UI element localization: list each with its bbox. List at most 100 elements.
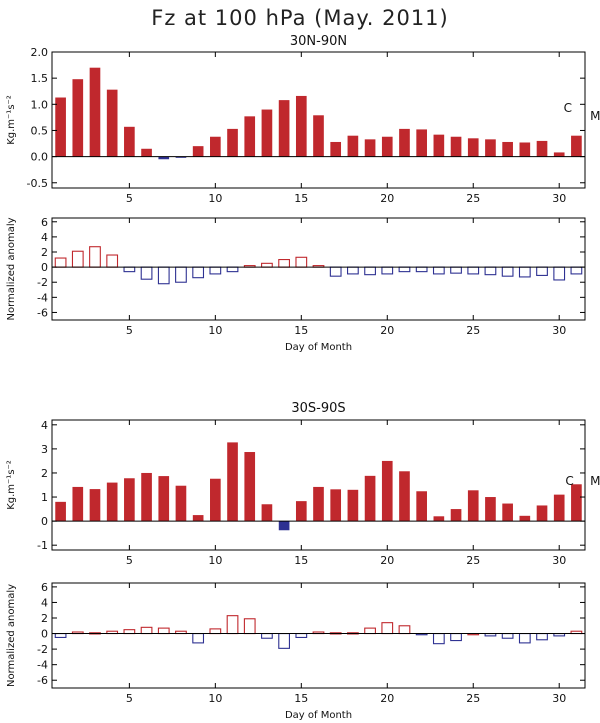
sh-flux-bar bbox=[502, 503, 513, 522]
nh-anomaly-bar bbox=[140, 266, 153, 280]
sh-flux-xtick-label: 10 bbox=[208, 554, 222, 567]
nh-flux-xtick-label: 20 bbox=[380, 192, 394, 205]
nh-flux-bar bbox=[330, 141, 342, 157]
nh-flux-annotation: C bbox=[564, 101, 572, 115]
sh-anomaly-ytick-label: -2 bbox=[37, 643, 48, 656]
sh-flux-bar bbox=[364, 475, 376, 522]
sh-flux-bar bbox=[313, 486, 324, 522]
sh-flux-bar bbox=[467, 490, 479, 522]
nh-flux-bar bbox=[295, 95, 307, 157]
nh-anomaly-bar bbox=[329, 266, 342, 277]
sh-flux-xtick-label: 5 bbox=[126, 554, 133, 567]
nh-flux-bar bbox=[141, 148, 152, 157]
sh-flux-bar bbox=[106, 482, 118, 522]
sh-anomaly-bar bbox=[432, 633, 445, 645]
nh-flux-bar bbox=[553, 152, 565, 157]
sh-flux-bar bbox=[158, 476, 170, 522]
sh-flux-xtick-label: 20 bbox=[380, 554, 394, 567]
sh-anomaly-bar bbox=[140, 626, 153, 635]
nh-anomaly-bar bbox=[54, 257, 67, 268]
nh-flux-bar bbox=[124, 126, 135, 157]
nh-flux-bar bbox=[158, 156, 170, 160]
nh-anomaly-bar bbox=[71, 250, 84, 268]
sh-anomaly-ylabel: Normalized anomaly bbox=[6, 584, 17, 687]
nh-flux-bar bbox=[502, 141, 513, 157]
sh-anomaly-ytick-label: -4 bbox=[37, 659, 48, 672]
nh-flux-bar bbox=[192, 146, 204, 157]
nh-anomaly-xtick-label: 10 bbox=[208, 324, 222, 337]
sh-flux-bar bbox=[227, 442, 238, 522]
nh-anomaly-ytick-label: 0 bbox=[41, 261, 48, 274]
nh-flux-bar bbox=[364, 139, 376, 157]
nh-anomaly-bar bbox=[484, 266, 497, 276]
sh-anomaly-bar bbox=[261, 633, 273, 639]
sh-anomaly-xtick-label: 25 bbox=[466, 692, 480, 705]
sh-flux-ytick-label: -1 bbox=[37, 539, 48, 552]
sh-flux-annotation: C bbox=[565, 474, 573, 488]
nh-anomaly-bar bbox=[106, 254, 119, 268]
sh-flux-xtick-label: 30 bbox=[552, 554, 566, 567]
sh-anomaly-xtick-label: 30 bbox=[552, 692, 566, 705]
nh-flux-ytick-label: 2.0 bbox=[31, 46, 49, 59]
sh-flux-bar bbox=[124, 478, 135, 522]
nh-flux-ytick-label: 0.0 bbox=[31, 151, 49, 164]
sh-flux-annotation: M bbox=[590, 474, 600, 488]
sh-flux-bar bbox=[175, 485, 187, 522]
sh-anomaly-bar bbox=[398, 625, 411, 635]
nh-anomaly-bar bbox=[450, 266, 462, 274]
nh-flux-bar bbox=[399, 128, 410, 157]
nh-flux-bar bbox=[175, 156, 187, 158]
nh-anomaly-ytick-label: -4 bbox=[37, 291, 48, 304]
nh-flux-ytick-label: 0.5 bbox=[31, 124, 49, 137]
nh-flux-frame bbox=[51, 51, 586, 189]
sh-flux-frame bbox=[51, 419, 586, 551]
nh-flux-bar bbox=[72, 79, 84, 157]
nh-flux-bar bbox=[106, 89, 118, 157]
nh-flux-ytick-label: 1.0 bbox=[31, 98, 49, 111]
nh-flux-bar bbox=[278, 100, 290, 157]
sh-flux-bar bbox=[244, 452, 256, 522]
sh-anomaly-bar bbox=[536, 633, 548, 641]
nh-anomaly-ytick-label: -2 bbox=[37, 276, 48, 289]
nh-anomaly-xtick-label: 15 bbox=[294, 324, 308, 337]
nh-flux-bar bbox=[210, 136, 221, 157]
nh-anomaly-xlabel: Day of Month bbox=[285, 342, 352, 353]
nh-flux-xtick-label: 5 bbox=[126, 192, 133, 205]
sh-flux-ytick-label: 0 bbox=[41, 515, 48, 528]
nh-anomaly-bar bbox=[570, 266, 583, 275]
nh-flux-bar bbox=[450, 136, 462, 157]
sh-flux-bar bbox=[295, 501, 307, 522]
sh-anomaly-ytick-label: 4 bbox=[41, 596, 48, 609]
sh-anomaly-bar bbox=[192, 633, 205, 644]
nh-anomaly-bar bbox=[501, 266, 514, 277]
sh-flux-bar bbox=[399, 471, 410, 522]
sh-anomaly-ytick-label: 6 bbox=[41, 581, 48, 594]
sh-anomaly-bar bbox=[381, 622, 394, 635]
nh-flux-bar bbox=[261, 109, 273, 157]
nh-flux-bar bbox=[416, 129, 427, 157]
nh-flux-ytick-label: -0.5 bbox=[27, 177, 48, 190]
sh-flux-title: 30S-90S bbox=[291, 401, 345, 416]
nh-flux-bar bbox=[381, 136, 393, 157]
sh-anomaly-bar bbox=[209, 628, 222, 635]
sh-anomaly-bar bbox=[226, 615, 239, 635]
nh-anomaly-ytick-label: 4 bbox=[41, 231, 48, 244]
sh-anomaly-xtick-label: 15 bbox=[294, 692, 308, 705]
nh-anomaly-bar bbox=[261, 262, 273, 268]
sh-flux-bar bbox=[485, 497, 496, 522]
nh-anomaly-bar bbox=[347, 266, 359, 275]
sh-flux-bar bbox=[210, 478, 221, 522]
sh-flux-ytick-label: 3 bbox=[41, 443, 48, 456]
nh-anomaly-bar bbox=[364, 266, 376, 276]
nh-anomaly-bar bbox=[295, 256, 308, 268]
nh-flux-bar bbox=[244, 116, 256, 157]
sh-flux-bar bbox=[55, 501, 66, 522]
sh-flux-bar bbox=[330, 489, 342, 522]
nh-flux-bar bbox=[519, 142, 531, 157]
nh-flux-ytick-label: 1.5 bbox=[31, 72, 49, 85]
sh-flux-bar bbox=[72, 486, 84, 522]
nh-flux-bar bbox=[536, 140, 548, 157]
